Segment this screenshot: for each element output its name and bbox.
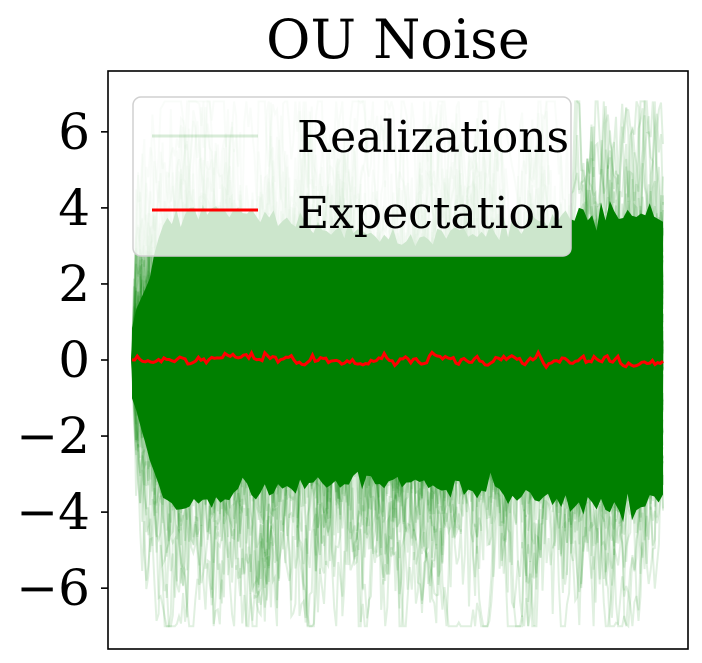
chart-title: OU Noise [266, 8, 530, 71]
realization-path [131, 130, 664, 600]
y-tick-label: −2 [16, 407, 90, 465]
y-tick-label: 0 [58, 331, 90, 389]
y-tick-label: −4 [16, 483, 90, 541]
y-tick-label: −6 [16, 559, 90, 617]
y-tick-label: 2 [58, 255, 90, 313]
y-tick-label: 4 [58, 179, 90, 237]
y-tick-label: 6 [58, 103, 90, 161]
legend-label-expectation: Expectation [297, 188, 563, 239]
legend: Realizations Expectation [132, 96, 572, 257]
legend-box [132, 96, 572, 257]
expectation-line [131, 348, 664, 370]
y-axis: 6 4 2 0 −2 −4 −6 [16, 103, 108, 617]
legend-label-realizations: Realizations [297, 112, 569, 163]
